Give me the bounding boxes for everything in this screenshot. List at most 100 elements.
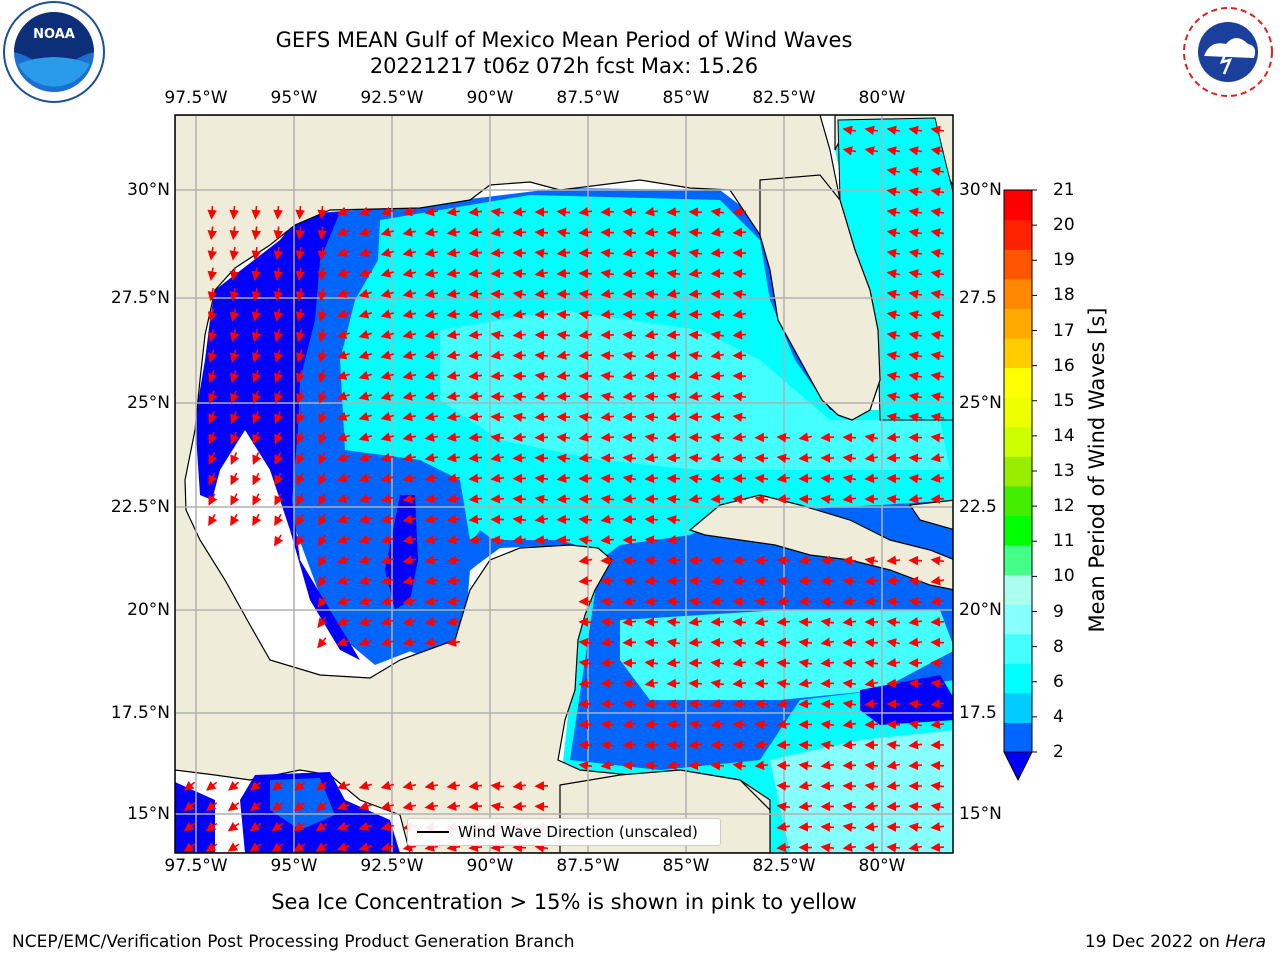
wave-arrow [206,781,218,791]
wave-arrow [317,616,328,628]
wave-arrow [600,473,615,484]
wave-arrow [688,453,703,463]
wave-arrow [424,637,439,647]
wave-arrow [380,370,395,381]
wave-arrow [380,268,395,278]
wave-arrow [556,494,571,504]
wave-arrow [908,289,923,300]
wave-arrow [446,534,461,545]
wave-arrow [886,555,901,566]
wave-arrow [732,657,747,668]
colorbar-segment [1004,397,1032,428]
lat-tick-right: 22.5 [959,497,997,517]
wave-arrow [318,411,328,425]
wave-arrow [622,514,637,525]
nws-logo [1180,4,1276,100]
wave-arrow [250,781,262,791]
wave-arrow [666,411,681,422]
wave-arrow [710,330,725,341]
wave-arrow [358,350,373,360]
map-subtitle: 20221217 t06z 072h fcst Max: 15.26 [369,54,759,78]
wave-arrow [358,391,373,401]
wave-arrow [930,842,945,853]
wave-arrow [600,392,615,402]
wave-arrow [644,514,659,525]
wave-arrow [380,329,395,340]
wave-arrow [468,207,483,217]
wave-arrow [296,513,306,527]
wave-arrow [252,513,262,527]
wave-arrow [886,330,901,341]
lat-tick-right: 15°N [959,804,1002,824]
wave-arrow [534,309,549,320]
wave-arrow [930,802,945,812]
lat-tick-left: 20°N [127,600,170,620]
colorbar-tick-label: 17 [1053,320,1075,341]
wave-arrow [272,781,284,791]
wave-arrow [446,637,461,647]
wave-arrow [930,166,945,177]
wave-arrow [622,576,637,586]
wave-arrow [710,452,725,463]
wave-arrow [424,780,439,791]
wave-arrow [468,801,483,812]
wave-arrow [776,740,791,750]
wave-arrow [402,268,417,278]
lon-tick-bottom: 80°W [858,856,906,876]
wave-arrow [295,287,306,302]
wave-arrow [710,494,725,504]
wave-arrow [424,411,439,422]
wave-arrow [468,350,483,361]
wave-arrow [317,555,328,567]
wave-arrow [295,328,306,343]
wave-arrow [622,207,637,217]
wave-arrow [358,227,373,237]
wave-arrow [644,596,659,607]
wave-arrow [776,555,791,566]
wave-arrow [776,658,791,668]
wave-arrow [534,494,549,505]
wave-arrow [842,740,857,750]
wave-arrow [336,575,350,585]
wave-arrow [230,493,240,506]
wave-arrow [644,535,659,545]
wave-arrow [666,268,681,279]
wave-arrow [229,267,240,281]
wave-arrow [273,328,284,343]
wave-arrow [274,370,284,384]
wave-arrow [336,842,350,852]
wave-arrow [317,226,327,241]
wave-arrow [358,534,373,545]
wave-arrow [600,269,615,279]
wave-arrow [229,328,240,343]
wave-arrow [688,330,703,340]
wave-arrow [842,842,857,852]
wave-arrow [688,637,703,648]
colorbar-segment [1004,278,1032,309]
wave-arrow [600,719,615,730]
wave-arrow [380,616,395,627]
wave-arrow [886,494,901,504]
wave-arrow [293,821,306,832]
colorbar-tick-label: 16 [1053,355,1075,376]
wave-arrow [446,432,461,442]
wave-arrow [908,207,923,218]
wave-arrow [864,637,879,648]
wave-arrow [205,842,218,852]
wave-arrow [274,431,284,445]
wave-arrow [578,678,593,688]
wave-arrow [666,248,681,258]
wave-arrow [688,227,703,238]
wave-arrow [358,493,373,504]
wave-arrow [556,248,571,258]
wave-arrow [274,493,284,506]
wave-arrow [229,308,240,322]
wave-arrow [644,556,659,566]
wave-arrow [732,617,747,627]
wave-arrow [512,227,527,238]
wave-arrow [688,474,703,484]
wave-arrow [578,658,593,669]
wave-arrow [886,617,901,627]
wave-arrow [556,207,571,217]
wave-arrow [424,473,439,483]
